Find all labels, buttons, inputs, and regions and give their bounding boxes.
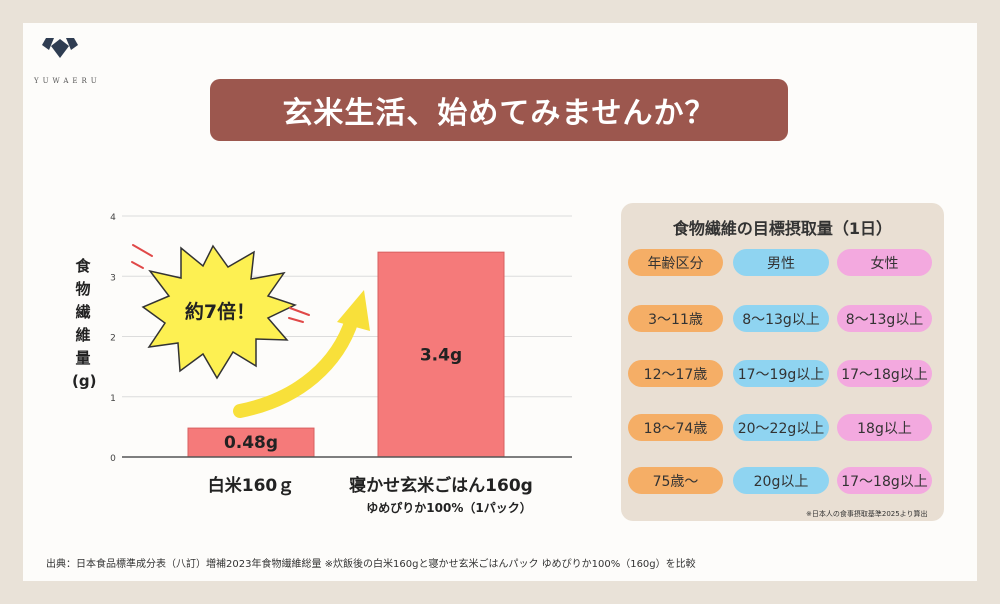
- logo: [42, 38, 78, 58]
- y-tick-label: 1: [110, 394, 116, 404]
- y-axis-label-line: 繊: [75, 303, 91, 321]
- y-axis-label-line: 維: [75, 326, 91, 344]
- male-cell: 20g以上: [733, 467, 829, 494]
- page-title: 玄米生活、始めてみませんか？: [210, 79, 788, 141]
- age-cell: 75歳〜: [628, 467, 723, 494]
- male-cell: 17〜19g以上: [733, 360, 829, 387]
- bar: [377, 251, 505, 458]
- burst-accent-lines: [131, 244, 310, 323]
- category-label: 寝かせ玄米ごはん160g: [349, 475, 533, 496]
- y-tick-label: 3: [110, 273, 116, 283]
- header-female: 女性: [837, 249, 932, 276]
- y-axis-label-line: 食: [75, 257, 91, 275]
- header-age: 年齢区分: [628, 249, 723, 276]
- growth-arrow: [233, 290, 370, 418]
- female-cell: 17〜18g以上: [837, 360, 932, 387]
- header-male: 男性: [733, 249, 829, 276]
- y-axis-label-line: (g): [72, 372, 97, 390]
- age-cell: 3〜11歳: [628, 305, 723, 332]
- male-cell: 20〜22g以上: [733, 414, 829, 441]
- y-axis-label: 食 物 繊 維 量 (g): [72, 255, 97, 393]
- female-cell: 18g以上: [837, 414, 932, 441]
- female-cell: 17〜18g以上: [837, 467, 932, 494]
- age-cell: 18〜74歳: [628, 414, 723, 441]
- bar: [187, 427, 315, 458]
- table-note: ※日本人の食事摂取基準2025より算出: [806, 510, 928, 518]
- y-tick-label: 2: [110, 334, 116, 344]
- y-tick-label: 4: [110, 213, 116, 223]
- intake-table-panel: 食物繊維の目標摂取量（1日） 年齢区分 男性 女性 3〜11歳 8〜13g以上 …: [621, 203, 944, 521]
- female-cell: 8〜13g以上: [837, 305, 932, 332]
- y-axis-label-line: 物: [75, 280, 91, 298]
- annotation-burst: 約7倍！: [131, 244, 310, 380]
- age-cell: 12〜17歳: [628, 360, 723, 387]
- y-axis-label-line: 量: [75, 349, 91, 367]
- logo-text: YUWAERU: [34, 77, 101, 85]
- diamond-chevron-logo-icon: [42, 38, 78, 58]
- category-label: 白米160ｇ: [208, 475, 295, 496]
- male-cell: 8〜13g以上: [733, 305, 829, 332]
- category-sublabel: ゆめぴりか100%（1パック）: [366, 500, 531, 515]
- y-tick-label: 0: [110, 454, 116, 464]
- burst-shape: [141, 244, 297, 380]
- annotation-text: 約7倍！: [185, 300, 255, 323]
- source-note: 出典：日本食品標準成分表（八訂）増補2023年食物繊維総量 ※炊飯後の白米160…: [46, 559, 696, 570]
- data-label: 3.4g: [420, 346, 462, 366]
- table-title: 食物繊維の目標摂取量（1日）: [672, 219, 893, 238]
- data-label: 0.48g: [224, 433, 278, 453]
